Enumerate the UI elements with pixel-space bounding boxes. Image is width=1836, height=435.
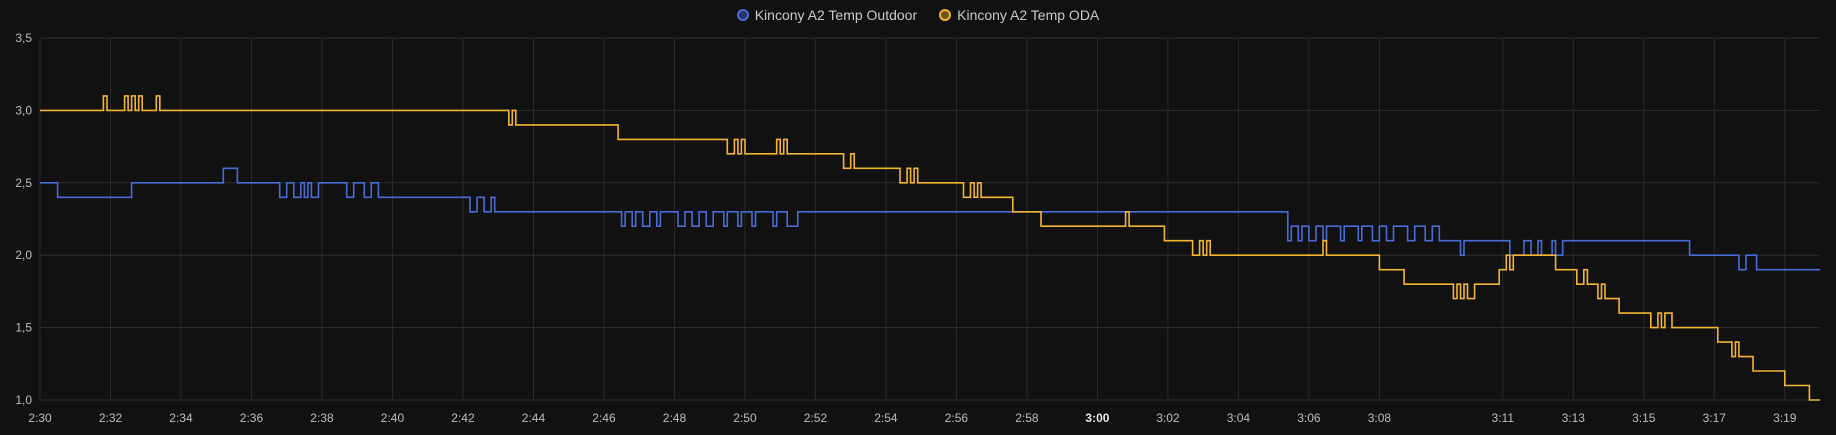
x-tick-label: 2:54 [874,411,898,425]
chart-series [40,95,1820,401]
x-tick-label: 3:11 [1492,411,1515,425]
x-tick-label: 2:30 [28,411,52,425]
x-tick-label: 3:08 [1368,411,1392,425]
x-tick-label: 2:56 [945,411,969,425]
x-tick-label: 2:42 [451,411,475,425]
y-axis-ticks: 1,0 1,5 2,0 2,5 3,0 3,5 [15,31,32,407]
legend-outdoor-label: Kincony A2 Temp Outdoor [754,7,918,23]
series-line-outdoor[interactable] [40,167,1820,271]
x-tick-label: 3:19 [1773,411,1797,425]
x-tick-label: 2:52 [804,411,828,425]
legend: Kincony A2 Temp Outdoor Kincony A2 Temp … [0,4,1836,26]
x-tick-label: 2:44 [522,411,546,425]
legend-oda-dot-icon [939,9,952,21]
x-tick-label: 2:58 [1015,411,1039,425]
y-tick-label: 3,0 [15,103,32,117]
x-tick-label: 3:04 [1227,411,1251,425]
x-tick-label: 2:48 [663,411,687,425]
legend-item-oda[interactable]: Kincony A2 Temp ODA [939,7,1099,23]
legend-item-outdoor[interactable]: Kincony A2 Temp Outdoor [736,7,918,23]
y-tick-label: 2,5 [15,176,32,190]
series-line-oda[interactable] [40,95,1820,401]
x-tick-label: 2:38 [310,411,334,425]
y-tick-label: 1,0 [15,393,32,407]
chart-grid [39,37,1820,401]
x-tick-label: 3:17 [1703,411,1727,425]
x-axis-ticks: 2:30 2:32 2:34 2:36 2:38 2:40 2:42 2:44 2:46 2:48… [28,411,1796,425]
x-tick-label: 2:36 [240,411,264,425]
x-tick-label: 3:00 [1085,411,1109,425]
x-tick-label: 2:34 [169,411,193,425]
x-tick-label: 3:15 [1632,411,1656,425]
y-tick-label: 3,5 [15,31,32,45]
x-tick-label: 3:13 [1562,411,1586,425]
x-tick-label: 3:02 [1156,411,1180,425]
x-tick-label: 2:50 [733,411,757,425]
legend-outdoor-dot-icon [736,9,749,21]
x-tick-label: 3:06 [1297,411,1321,425]
y-tick-label: 1,5 [15,321,32,335]
x-tick-label: 2:32 [99,411,123,425]
legend-oda-label: Kincony A2 Temp ODA [957,7,1100,23]
x-tick-label: 2:40 [381,411,405,425]
x-tick-label: 2:46 [592,411,616,425]
y-tick-label: 2,0 [15,248,32,262]
